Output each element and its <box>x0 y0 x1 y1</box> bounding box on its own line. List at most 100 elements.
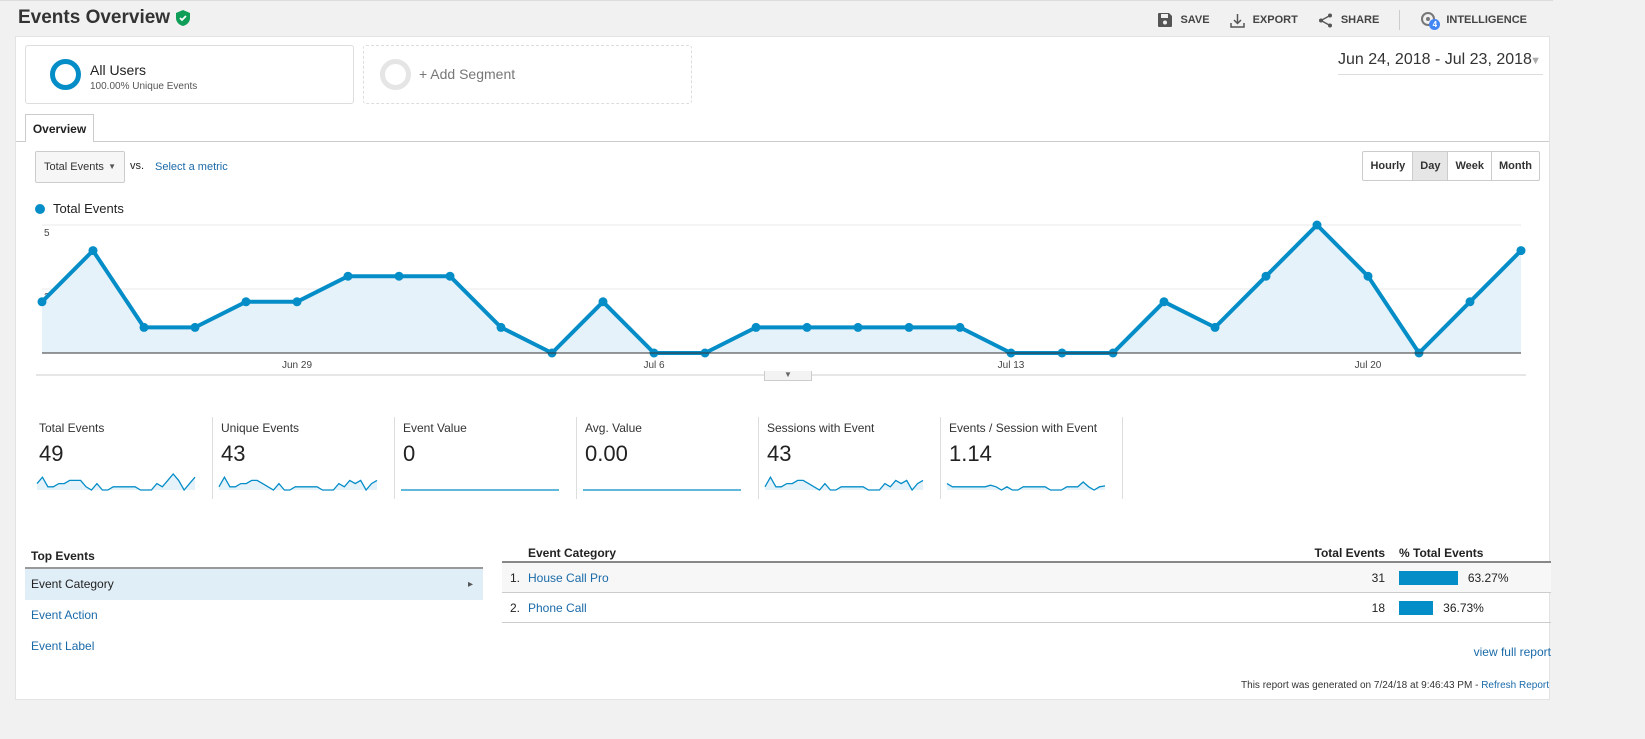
area-fill <box>42 225 1521 353</box>
segment-ring-icon <box>380 59 411 90</box>
scorecard-label: Total Events <box>39 421 105 435</box>
percent-bar <box>1399 600 1434 615</box>
scrollbar-track[interactable] <box>1553 0 1645 739</box>
scorecard-label: Avg. Value <box>585 421 642 435</box>
sparkline-fill <box>765 477 923 490</box>
scorecard-label: Sessions with Event <box>767 421 875 435</box>
report-footer: This report was generated on 7/24/18 at … <box>1241 680 1549 691</box>
row-link[interactable]: Phone Call <box>528 600 587 615</box>
x-tick-label: Jul 6 <box>643 360 665 371</box>
select-metric-link[interactable]: Select a metric <box>155 161 228 173</box>
sparkline-line <box>36 472 196 492</box>
sparkline <box>583 489 741 491</box>
sparkline-fill <box>219 477 377 490</box>
sparkline <box>36 472 196 492</box>
row-link[interactable]: House Call Pro <box>528 570 609 585</box>
table-header: Event Category Total Events % Total Even… <box>502 545 1551 563</box>
refresh-report-link[interactable]: Refresh Report <box>1481 680 1549 691</box>
table-row: 1. House Call Pro 31 63.27% <box>502 563 1551 593</box>
collapse-chart-button[interactable]: ▼ <box>764 371 812 381</box>
intelligence-button[interactable]: 4 INTELLIGENCE <box>1420 11 1527 30</box>
sparkline <box>218 475 378 492</box>
x-tick-label: Jul 20 <box>1355 360 1382 371</box>
verified-shield-icon <box>176 10 191 26</box>
chevron-down-icon: ▼ <box>108 162 116 171</box>
divider <box>16 141 1549 142</box>
sparkline <box>946 481 1106 491</box>
scorecard-label: Events / Session with Event <box>949 421 1098 435</box>
export-button[interactable]: EXPORT <box>1229 13 1298 28</box>
scorecards: Total Events 49 Unique Events 43 Event Value… <box>31 417 1123 499</box>
metric-dropdown[interactable]: Total Events ▼ <box>35 151 125 183</box>
date-range-picker[interactable]: Jun 24, 2018 - Jul 23, 2018 ▼ <box>1338 51 1543 75</box>
save-button[interactable]: SAVE <box>1158 13 1210 27</box>
scorecard[interactable]: Sessions with Event 43 <box>759 417 941 499</box>
table-row: 2. Phone Call 18 36.73% <box>502 593 1551 623</box>
data-point <box>88 246 98 256</box>
data-point <box>37 297 47 307</box>
sparkline-line <box>764 475 924 492</box>
series-line <box>40 223 1523 355</box>
data-point <box>394 271 404 281</box>
granularity-day[interactable]: Day <box>1412 152 1448 180</box>
data-point <box>139 322 149 332</box>
x-tick-label: Jun 29 <box>282 360 312 371</box>
intelligence-icon: 4 <box>1420 11 1441 30</box>
scorecard[interactable]: Total Events 49 <box>31 417 213 499</box>
scorecard-value: 49 <box>39 441 64 466</box>
view-full-report-link[interactable]: view full report <box>1473 645 1551 659</box>
sparkline <box>764 475 924 492</box>
tab-overview[interactable]: Overview <box>25 114 94 142</box>
data-point <box>853 322 863 332</box>
top-bar: Events Overview SAVE EXPORT SHARE 4 INTEL… <box>0 0 1553 36</box>
chevron-down-icon: ▼ <box>1530 55 1541 67</box>
scorecard[interactable]: Avg. Value 0.00 <box>577 417 759 499</box>
granularity-month[interactable]: Month <box>1491 152 1539 180</box>
data-point <box>1159 297 1169 307</box>
legend-dot <box>35 203 45 214</box>
page-title: Events Overview <box>18 7 191 29</box>
data-point <box>445 271 455 281</box>
y-tick-label: 5 <box>44 228 50 239</box>
data-point <box>1363 271 1373 281</box>
scorecard-value: 43 <box>221 441 246 466</box>
data-point <box>1465 297 1475 307</box>
percent-bar <box>1399 570 1458 585</box>
data-point <box>292 297 302 307</box>
add-segment-button[interactable]: + Add Segment <box>363 45 692 104</box>
data-point <box>190 322 200 332</box>
granularity-toggle: Hourly Day Week Month <box>1362 151 1540 181</box>
scorecard-label: Unique Events <box>221 421 300 435</box>
notification-badge: 4 <box>1429 19 1441 30</box>
top-events-event-label[interactable]: Event Label <box>31 639 95 653</box>
data-point <box>343 271 353 281</box>
scorecard[interactable]: Events / Session with Event 1.14 <box>941 417 1123 499</box>
save-icon <box>1158 13 1173 27</box>
data-point <box>802 322 812 332</box>
x-tick-label: Jul 13 <box>998 360 1025 371</box>
data-point <box>1312 220 1322 230</box>
data-point <box>1261 271 1271 281</box>
download-icon <box>1229 13 1245 28</box>
granularity-hourly[interactable]: Hourly <box>1370 160 1406 172</box>
event-category-table: Event Category Total Events % Total Even… <box>502 545 1551 659</box>
scorecard[interactable]: Event Value 0 <box>395 417 577 499</box>
data-point <box>904 322 914 332</box>
sparkline-line <box>946 481 1106 491</box>
data-point <box>751 322 761 332</box>
divider <box>1399 10 1401 30</box>
chart-legend: Total Events <box>35 201 124 216</box>
share-button[interactable]: SHARE <box>1318 13 1379 28</box>
scorecard-value: 0.00 <box>585 441 628 466</box>
segment-all-users[interactable]: All Users 100.00% Unique Events <box>25 45 354 104</box>
data-point <box>496 322 506 332</box>
scorecard-value: 43 <box>767 441 792 466</box>
data-point <box>955 322 965 332</box>
top-events-event-action[interactable]: Event Action <box>31 608 98 622</box>
scorecard-value: 1.14 <box>949 441 992 466</box>
scorecard[interactable]: Unique Events 43 <box>213 417 395 499</box>
granularity-week[interactable]: Week <box>1447 152 1491 180</box>
data-point <box>598 297 608 307</box>
top-events-event-category[interactable]: Event Category <box>25 569 483 600</box>
